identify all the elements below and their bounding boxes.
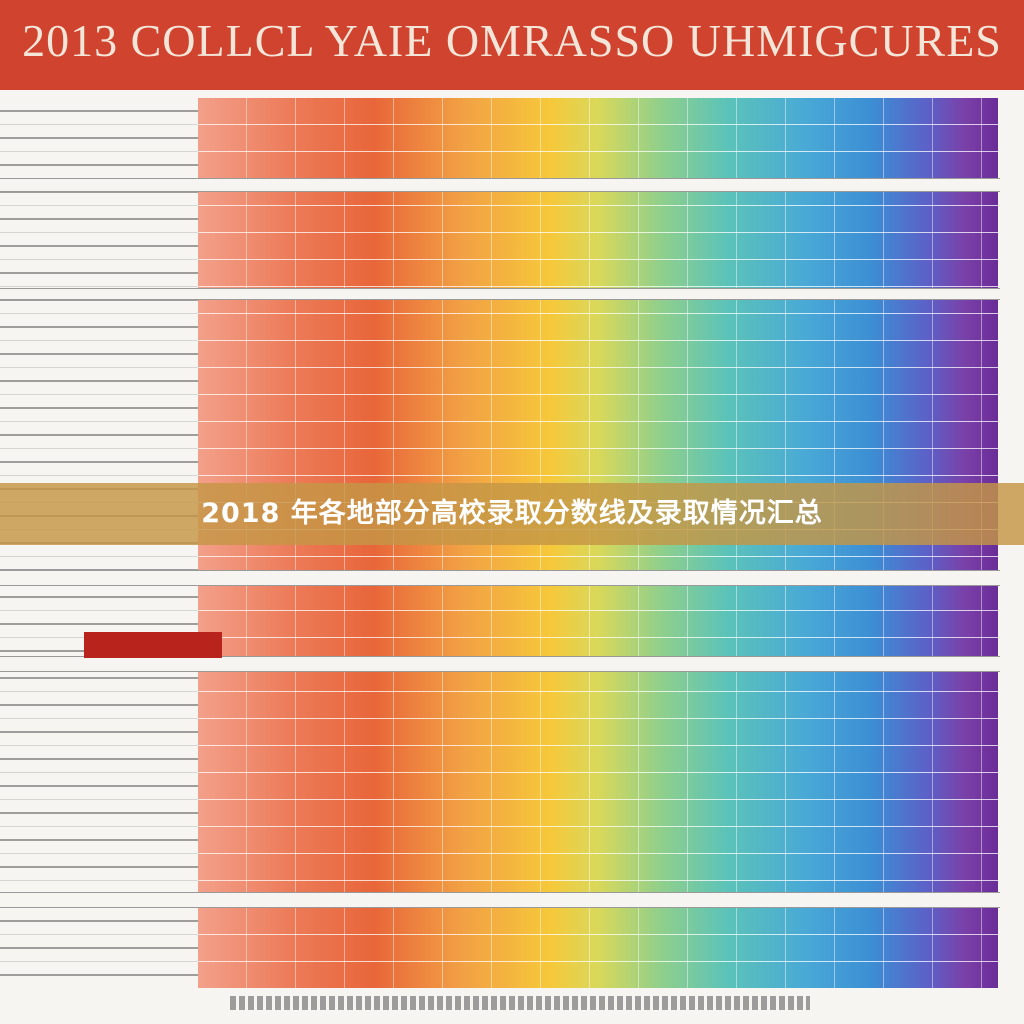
red-tag	[84, 632, 222, 658]
section-gap	[0, 570, 1000, 586]
header-banner: 2013 COLLCL YAIE OMRASSO UHMIGCURES	[0, 0, 1024, 90]
section-gap	[0, 288, 1000, 300]
caption-band: 2018 年各地部分高校录取分数线及录取情况汇总	[0, 483, 1024, 545]
section-gap	[0, 656, 1000, 672]
footer-notes	[230, 996, 810, 1010]
caption-text: 2018 年各地部分高校录取分数线及录取情况汇总	[201, 498, 823, 529]
section-gap	[0, 178, 1000, 192]
header-title: 2013 COLLCL YAIE OMRASSO UHMIGCURES	[22, 15, 1002, 66]
section-gap	[0, 892, 1000, 908]
